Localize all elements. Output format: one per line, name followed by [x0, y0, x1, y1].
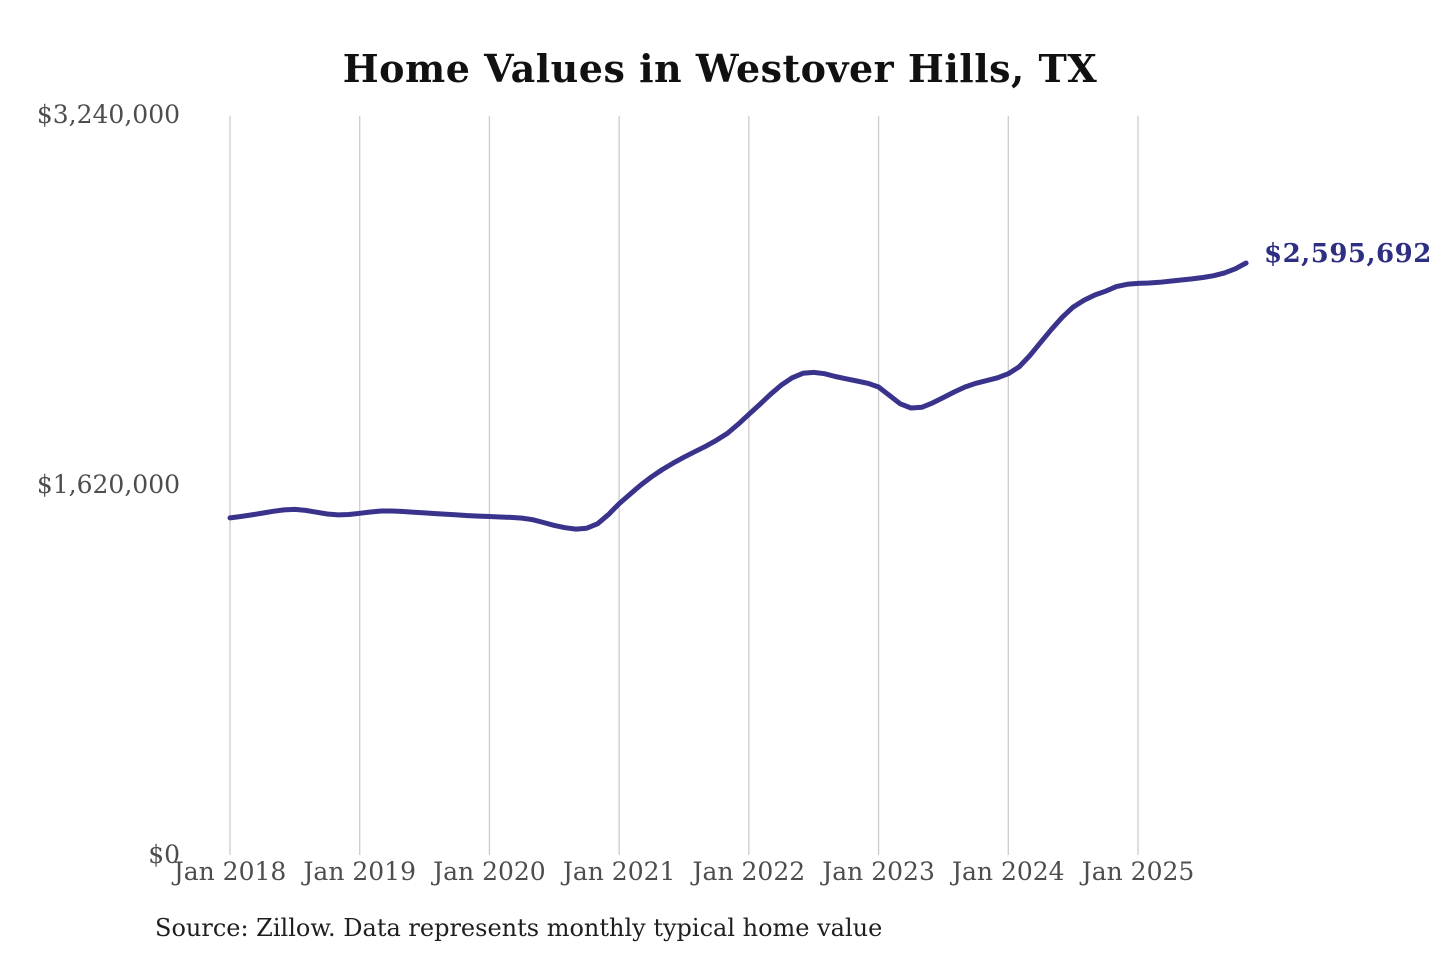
x-axis-tick-label: Jan 2023 — [822, 857, 935, 886]
y-axis-tick-label-mid: $1,620,000 — [36, 470, 180, 499]
x-axis-tick-label: Jan 2018 — [173, 857, 287, 886]
x-axis-tick-label: Jan 2025 — [1081, 857, 1195, 886]
x-axis-tick-label: Jan 2021 — [562, 857, 676, 886]
x-axis-tick-label: Jan 2024 — [951, 857, 1065, 886]
home-value-line — [227, 260, 1249, 532]
x-axis-tick-label: Jan 2022 — [692, 857, 806, 886]
x-axis-tick-label: Jan 2020 — [433, 857, 546, 886]
latest-value-label: $2,595,692 — [1264, 239, 1432, 269]
y-axis-tick-label-zero: $0 — [148, 840, 180, 869]
x-axis-tick-label: Jan 2019 — [303, 857, 416, 886]
y-axis-tick-label-max: $3,240,000 — [36, 100, 180, 129]
source-note: Source: Zillow. Data represents monthly … — [155, 914, 883, 942]
chart-title: Home Values in Westover Hills, TX — [342, 46, 1098, 91]
